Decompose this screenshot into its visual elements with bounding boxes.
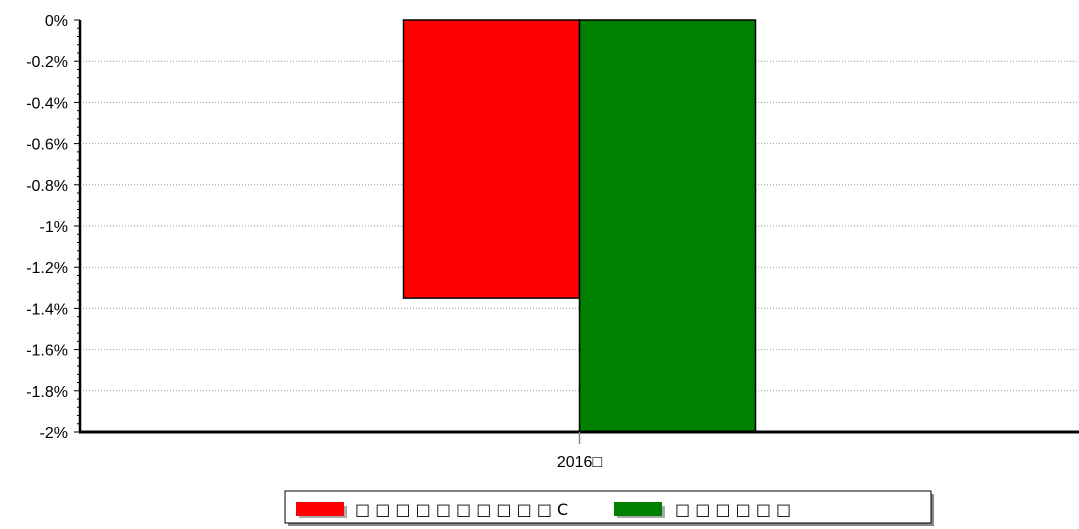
- y-tick-label: -1.2%: [26, 260, 68, 277]
- y-tick-label: -0.6%: [26, 137, 68, 154]
- y-tick-label: 0%: [45, 13, 68, 30]
- y-tick-label: -2%: [40, 425, 68, 442]
- x-category-label: 2016□: [557, 454, 603, 471]
- legend-label-series-1: □ □ □ □ □ □ □ □ □ □ C: [355, 500, 568, 519]
- bar-series-2: [578, 19, 757, 433]
- legend-box: [284, 490, 932, 524]
- legend-label-series-2: □ □ □ □ □ □: [675, 500, 791, 519]
- bar-series-1: [402, 19, 581, 299]
- legend-swatch-series-1: [296, 502, 344, 516]
- legend-swatch-series-2: [614, 502, 662, 516]
- bars: [402, 19, 757, 433]
- y-tick-label: -1%: [40, 219, 68, 236]
- y-tick-label: -1.6%: [26, 343, 68, 360]
- y-tick-label: -1.4%: [26, 301, 68, 318]
- y-tick-label: -1.8%: [26, 384, 68, 401]
- legend: □ □ □ □ □ □ □ □ □ □ C □ □ □ □ □ □: [284, 490, 934, 526]
- y-ticks: 0% -0.2% -0.4% -0.6% -0.8% -1% -1.2% -1.4% -1.6%…: [26, 13, 80, 442]
- y-tick-label: -0.8%: [26, 178, 68, 195]
- x-categories: 2016□: [557, 432, 603, 471]
- y-tick-label: -0.2%: [26, 54, 68, 71]
- y-tick-label: -0.4%: [26, 95, 68, 112]
